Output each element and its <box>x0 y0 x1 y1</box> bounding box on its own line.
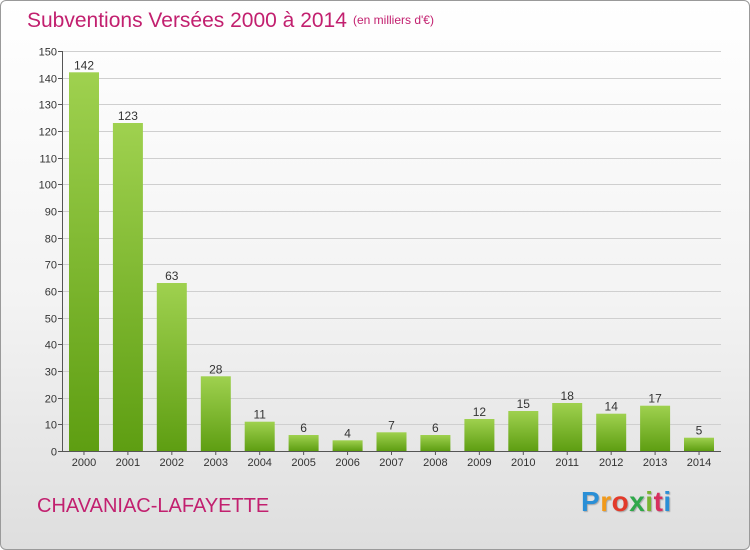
x-tick-label: 2003 <box>204 457 228 469</box>
data-label: 15 <box>517 397 531 411</box>
bar <box>684 437 714 451</box>
x-tick-label: 2011 <box>555 457 579 469</box>
data-label: 7 <box>388 418 395 432</box>
y-tick-label: 140 <box>39 74 57 86</box>
x-tick-label: 2012 <box>599 457 623 469</box>
y-tick-label: 90 <box>45 207 57 219</box>
x-tick-label: 2013 <box>643 457 667 469</box>
data-label: 17 <box>648 392 662 406</box>
data-labels: 142 123 63 28 11 6 4 7 6 12 15 18 14 17 5 <box>74 58 703 440</box>
bar <box>596 413 627 451</box>
x-tick-label: 2010 <box>511 457 535 469</box>
x-tick-label: 2008 <box>423 457 447 469</box>
bar <box>640 405 671 451</box>
y-tick-label: 70 <box>45 260 57 272</box>
logo-letter: P <box>581 486 601 517</box>
data-label: 4 <box>344 426 351 440</box>
y-tick-label: 100 <box>39 180 57 192</box>
logo-letter: t <box>653 486 664 517</box>
data-label: 18 <box>561 389 575 403</box>
grid-lines <box>62 51 721 425</box>
data-label: 63 <box>165 269 179 283</box>
proxiti-logo: Proxiti <box>581 486 672 518</box>
x-tick-label: 2001 <box>116 457 140 469</box>
bar <box>332 440 363 451</box>
y-tick-label: 80 <box>45 234 57 246</box>
chart-subtitle: (en milliers d'€) <box>353 13 434 27</box>
y-tick-label: 40 <box>45 340 57 352</box>
y-tick-label: 150 <box>39 47 57 59</box>
x-tick-label: 2007 <box>379 457 403 469</box>
bar <box>464 419 495 451</box>
x-tick-labels: 2000 2001 2002 2003 2004 2005 2006 2007 2008 2009… <box>72 457 711 469</box>
logo-letter: i <box>645 486 654 517</box>
data-label: 142 <box>74 58 94 72</box>
x-tick-label: 2000 <box>72 457 96 469</box>
bar <box>244 421 275 451</box>
y-tick-label: 60 <box>45 287 57 299</box>
data-label: 14 <box>605 400 619 414</box>
data-label: 12 <box>473 405 487 419</box>
data-label: 6 <box>432 421 439 435</box>
bar <box>112 123 143 451</box>
data-label: 6 <box>300 421 307 435</box>
commune-name: CHAVANIAC-LAFAYETTE <box>37 495 270 517</box>
x-tick-label: 2006 <box>335 457 359 469</box>
bar <box>200 376 231 451</box>
data-label: 123 <box>118 109 138 123</box>
data-label: 28 <box>209 362 223 376</box>
logo-letter: o <box>611 486 630 517</box>
y-tick-label: 30 <box>45 367 57 379</box>
x-tick-label: 2005 <box>291 457 315 469</box>
x-tick-label: 2009 <box>467 457 491 469</box>
y-tick-label: 130 <box>39 100 57 112</box>
y-tick-label: 110 <box>39 154 57 166</box>
y-tick-labels: 0 10 20 30 40 50 60 70 80 90 100 110 120 130 140 150 <box>39 47 57 459</box>
bars <box>69 72 714 452</box>
chart-title: Subventions Versées 2000 à 2014 <box>27 9 347 32</box>
bar <box>420 435 451 451</box>
data-label: 5 <box>696 424 703 438</box>
data-label: 11 <box>253 408 266 422</box>
y-tick-label: 50 <box>45 314 57 326</box>
x-tick-label: 2002 <box>160 457 184 469</box>
y-tick-label: 10 <box>45 420 57 432</box>
bar <box>508 411 539 451</box>
x-tick-label: 2014 <box>687 457 711 469</box>
bar <box>69 72 99 452</box>
bar <box>552 403 583 451</box>
y-tick-label: 120 <box>39 127 57 139</box>
bar <box>288 435 319 451</box>
y-tick-label: 0 <box>51 447 57 459</box>
bar <box>156 283 187 451</box>
logo-letter: x <box>629 486 646 517</box>
logo-letter: r <box>600 486 612 517</box>
x-tick-label: 2004 <box>247 457 271 469</box>
logo-letter: i <box>663 486 672 517</box>
y-tick-label: 20 <box>45 394 57 406</box>
bar <box>376 432 407 451</box>
axes <box>58 51 721 455</box>
